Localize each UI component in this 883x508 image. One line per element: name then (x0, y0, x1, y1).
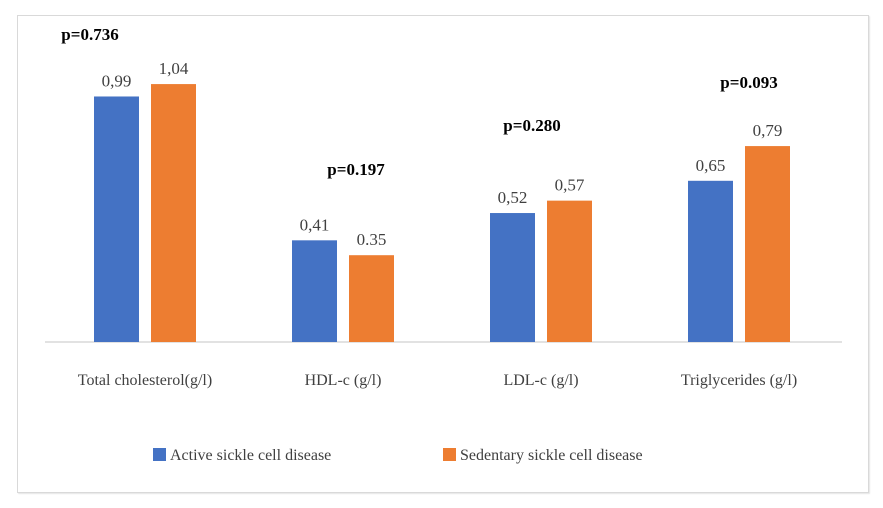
data-label: 1,04 (159, 59, 189, 78)
p-value-annotation: p=0.093 (720, 73, 777, 92)
data-label: 0,99 (102, 71, 132, 90)
p-value-annotation: p=0.197 (327, 160, 385, 179)
data-label: 0,41 (300, 215, 330, 234)
category-tick-label: Total cholesterol(g/l) (78, 372, 212, 389)
p-value-annotation: p=0.736 (61, 25, 118, 44)
category-tick-label: Triglycerides (g/l) (681, 372, 797, 389)
category-tick-label: HDL-c (g/l) (305, 372, 382, 389)
legend-label: Sedentary sickle cell disease (460, 447, 643, 464)
bar-sedentary-3 (745, 146, 790, 342)
category-tick-label: LDL-c (g/l) (503, 372, 578, 389)
bar-active-1 (292, 240, 337, 342)
legend-label: Active sickle cell disease (170, 447, 331, 464)
bar-active-2 (490, 213, 535, 342)
bar-sedentary-0 (151, 84, 196, 342)
bar-sedentary-1 (349, 255, 394, 342)
data-label: 0,52 (498, 188, 528, 207)
data-label: 0,57 (555, 176, 585, 195)
bar-sedentary-2 (547, 200, 592, 342)
data-label: 0,79 (753, 121, 783, 140)
legend-swatch-active (153, 448, 166, 461)
bar-active-3 (688, 180, 733, 342)
p-value-annotation: p=0.280 (503, 116, 560, 135)
bar-active-0 (94, 96, 139, 342)
data-label: 0.35 (357, 230, 387, 249)
data-label: 0,65 (696, 156, 726, 175)
legend-swatch-sedentary (443, 448, 456, 461)
